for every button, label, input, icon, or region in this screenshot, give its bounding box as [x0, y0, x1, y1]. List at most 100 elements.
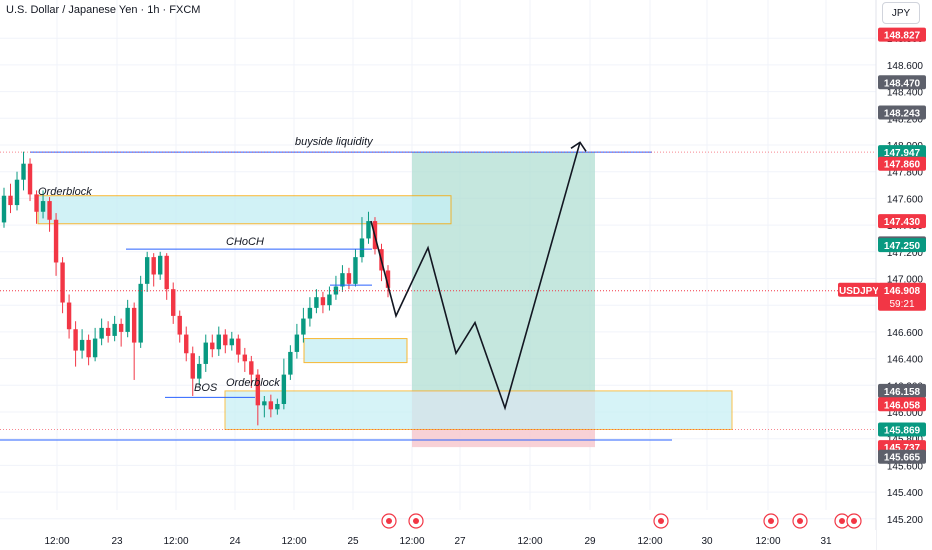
us-flag-event-icon — [408, 513, 424, 529]
svg-text:147.947: 147.947 — [884, 148, 921, 159]
us-flag-event-icon — [653, 513, 669, 529]
y-tick-label: 146.000 — [887, 408, 924, 419]
svg-text:148.470: 148.470 — [884, 78, 921, 89]
candle-body — [346, 273, 352, 284]
candle-body — [340, 273, 345, 287]
candle-body — [366, 221, 371, 239]
candle-body — [236, 338, 241, 355]
candle-body — [112, 323, 117, 336]
candle-body — [320, 297, 326, 306]
candle-body — [190, 353, 195, 379]
price-label: 145.869 — [878, 422, 926, 437]
x-tick-label: 12:00 — [399, 536, 424, 547]
candle-body — [177, 315, 182, 335]
x-tick-label: 12:00 — [637, 536, 662, 547]
candle-body — [99, 327, 104, 339]
candle-body — [171, 289, 176, 316]
svg-text:148.827: 148.827 — [884, 31, 921, 42]
candle-body — [164, 255, 169, 290]
candle-body — [385, 270, 391, 288]
fvg-zone — [303, 338, 408, 364]
us-flag-event-icon — [846, 513, 862, 529]
us-flag-event-icon — [763, 513, 779, 529]
candle-body — [333, 286, 339, 295]
target-zone — [412, 152, 595, 391]
candle-body — [268, 401, 274, 410]
candle-body — [210, 342, 215, 350]
y-tick-label: 147.200 — [887, 248, 924, 259]
candle-body — [216, 334, 221, 350]
time-axis-bg — [0, 530, 876, 550]
price-label: 147.860 — [878, 156, 926, 171]
projection-arrowhead — [570, 141, 587, 152]
y-tick-label: 148.400 — [887, 88, 924, 99]
x-tick-label: 12:00 — [163, 536, 188, 547]
svg-text:148.243: 148.243 — [884, 109, 921, 120]
candle-body — [242, 354, 248, 362]
buyside-liquidity-label: buyside liquidity — [295, 136, 374, 148]
candle-body — [353, 257, 358, 284]
svg-text:59:21: 59:21 — [889, 299, 914, 310]
orderblock-top-label: Orderblock — [38, 186, 92, 198]
projection-path — [370, 142, 581, 411]
candle-body — [92, 338, 98, 358]
currency-button[interactable]: JPY — [882, 2, 920, 24]
candle-body — [288, 351, 293, 375]
candle-body — [21, 163, 26, 180]
current-price-tag: USDJPY 146.908 59:21 — [838, 282, 926, 311]
candle-body — [66, 302, 72, 330]
candle-body — [60, 262, 65, 303]
price-label: 147.430 — [878, 214, 926, 229]
svg-text:USDJPY: USDJPY — [839, 286, 879, 297]
candle-body — [34, 194, 39, 212]
x-tick-label: 24 — [229, 536, 241, 547]
candle-body — [307, 307, 313, 319]
candle-body — [281, 374, 287, 404]
candle-body — [223, 334, 228, 346]
price-label: 148.827 — [878, 27, 926, 42]
x-tick-label: 12:00 — [517, 536, 542, 547]
candle-body — [105, 327, 111, 336]
svg-text:147.250: 147.250 — [884, 241, 921, 252]
candle-body — [14, 179, 20, 206]
candle-body — [314, 297, 319, 308]
y-tick-label: 145.400 — [887, 488, 924, 499]
svg-text:145.665: 145.665 — [884, 453, 921, 464]
candle-body — [125, 307, 130, 332]
candle-body — [40, 201, 46, 212]
y-tick-label: 148.200 — [887, 114, 924, 125]
candle-body — [301, 318, 306, 335]
svg-text:147.860: 147.860 — [884, 160, 921, 171]
candle-body — [86, 339, 91, 358]
candle-body — [262, 401, 267, 406]
price-label: 148.243 — [878, 105, 926, 120]
choch-label: CHoCH — [226, 236, 264, 248]
candle-body — [144, 257, 150, 284]
candle-body — [73, 329, 78, 351]
price-label: 146.158 — [878, 383, 926, 398]
x-tick-label: 12:00 — [755, 536, 780, 547]
price-label: 146.058 — [878, 397, 926, 412]
svg-text:146.908: 146.908 — [884, 286, 921, 297]
x-tick-label: 29 — [584, 536, 596, 547]
candle-body — [229, 338, 234, 346]
candle-body — [184, 334, 189, 354]
svg-text:146.158: 146.158 — [884, 387, 921, 398]
candle-body — [47, 201, 52, 220]
event-icons[interactable] — [381, 513, 862, 529]
x-tick-label: 23 — [111, 536, 123, 547]
us-flag-event-icon — [792, 513, 808, 529]
drawing-zones — [37, 152, 733, 448]
candle-body — [158, 255, 163, 275]
candle-body — [138, 283, 143, 343]
orderblock-bottom-label: Orderblock — [226, 377, 280, 389]
svg-text:145.869: 145.869 — [884, 425, 921, 436]
candle-body — [203, 342, 208, 364]
svg-text:145.737: 145.737 — [884, 443, 921, 454]
candle-body — [53, 219, 59, 263]
y-tick-label: 146.400 — [887, 355, 924, 366]
price-axis: 145.200145.400145.600145.800146.000146.2… — [838, 0, 932, 550]
price-label: 147.250 — [878, 238, 926, 253]
svg-text:147.430: 147.430 — [884, 217, 921, 228]
